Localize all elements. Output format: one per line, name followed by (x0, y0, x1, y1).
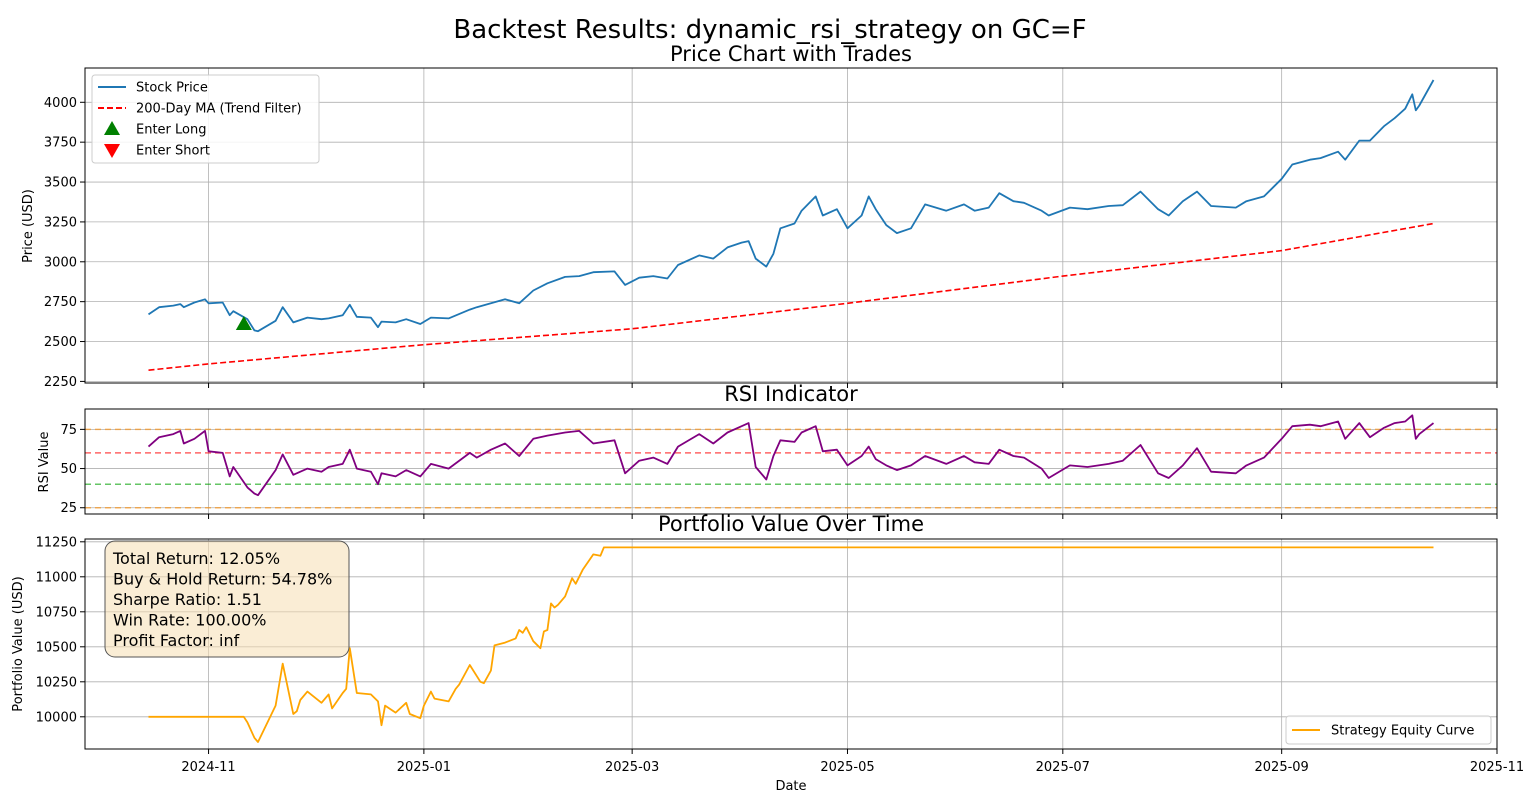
x-axis-label: Date (775, 779, 806, 794)
figure-suptitle: Backtest Results: dynamic_rsi_strategy o… (453, 15, 1086, 45)
legend-frame (91, 74, 320, 164)
price-series-line (147, 79, 1435, 333)
stats-line: Profit Factor: inf (113, 631, 240, 650)
portfolio-legend: Strategy Equity Curve (1285, 715, 1492, 745)
axes-frame (84, 67, 1498, 384)
axes-frame (84, 538, 1498, 750)
rsi-panel: RSI Indicator RSI Value 25 50 75 (37, 382, 1498, 519)
legend-entry-label: Strategy Equity Curve (1331, 724, 1474, 739)
stats-box: Total Return: 12.05% Buy & Hold Return: 5… (104, 540, 350, 658)
y-tick-label: 3500 (44, 176, 77, 191)
x-tick-label: 2025-05 (820, 760, 874, 775)
y-tick-label: 10750 (36, 605, 77, 620)
x-tick-label: 2024-11 (181, 760, 235, 775)
legend-swatch-enter-short (104, 144, 120, 158)
portfolio-chart-ylabel: Portfolio Value (USD) (11, 576, 26, 711)
equity-series-line (148, 546, 1434, 743)
y-tick-label: 3750 (44, 136, 77, 151)
y-tick-label: 11250 (36, 535, 77, 550)
axes-frame (84, 408, 1498, 515)
y-tick-label: 10500 (36, 640, 77, 655)
rsi-chart-title: RSI Indicator (724, 382, 858, 406)
legend-entry-label: Enter Short (136, 144, 210, 159)
price-chart-title: Price Chart with Trades (670, 42, 912, 66)
portfolio-chart-title: Portfolio Value Over Time (658, 512, 924, 536)
y-tick-label: 2500 (44, 335, 77, 350)
stats-line: Win Rate: 100.00% (113, 611, 267, 630)
legend-entry-label: 200-Day MA (Trend Filter) (136, 102, 302, 117)
enter-long-marker (235, 315, 252, 330)
rsi-chart-ylabel: RSI Value (37, 432, 52, 493)
y-tick-label: 11000 (36, 570, 77, 585)
price-chart-panel: Price Chart with Trades Price (USD) 2250… (21, 42, 1498, 390)
rsi-series-line (147, 414, 1435, 497)
moving-average-series-line (148, 222, 1434, 371)
y-tick-label: 3000 (44, 255, 77, 270)
y-tick-label: 10250 (36, 675, 77, 690)
y-tick-label: 25 (60, 501, 77, 516)
legend-swatch-enter-long (104, 121, 120, 135)
x-tick-label: 2025-07 (1036, 760, 1090, 775)
x-tick-label: 2025-09 (1255, 760, 1309, 775)
y-tick-label: 2750 (44, 295, 77, 310)
stats-line: Total Return: 12.05% (112, 549, 280, 568)
legend-entry-label: Stock Price (136, 81, 208, 96)
portfolio-panel: Portfolio Value Over Time Portfolio Valu… (11, 512, 1524, 775)
legend-frame (1285, 715, 1492, 745)
stats-box-frame (104, 540, 350, 658)
x-tick-label: 2025-03 (605, 760, 659, 775)
y-tick-label: 3250 (44, 215, 77, 230)
y-tick-label: 2250 (44, 375, 77, 390)
price-legend: Stock Price 200-Day MA (Trend Filter) Ente… (91, 74, 320, 164)
x-tick-label: 2025-11 (1470, 760, 1524, 775)
y-tick-label: 4000 (44, 96, 77, 111)
x-tick-label: 2025-01 (397, 760, 451, 775)
stats-line: Buy & Hold Return: 54.78% (113, 570, 332, 589)
y-tick-label: 50 (60, 462, 77, 477)
stats-line: Sharpe Ratio: 1.51 (113, 590, 262, 609)
price-chart-ylabel: Price (USD) (21, 189, 36, 263)
y-tick-label: 75 (60, 423, 77, 438)
legend-entry-label: Enter Long (136, 123, 206, 138)
y-tick-label: 10000 (36, 710, 77, 725)
